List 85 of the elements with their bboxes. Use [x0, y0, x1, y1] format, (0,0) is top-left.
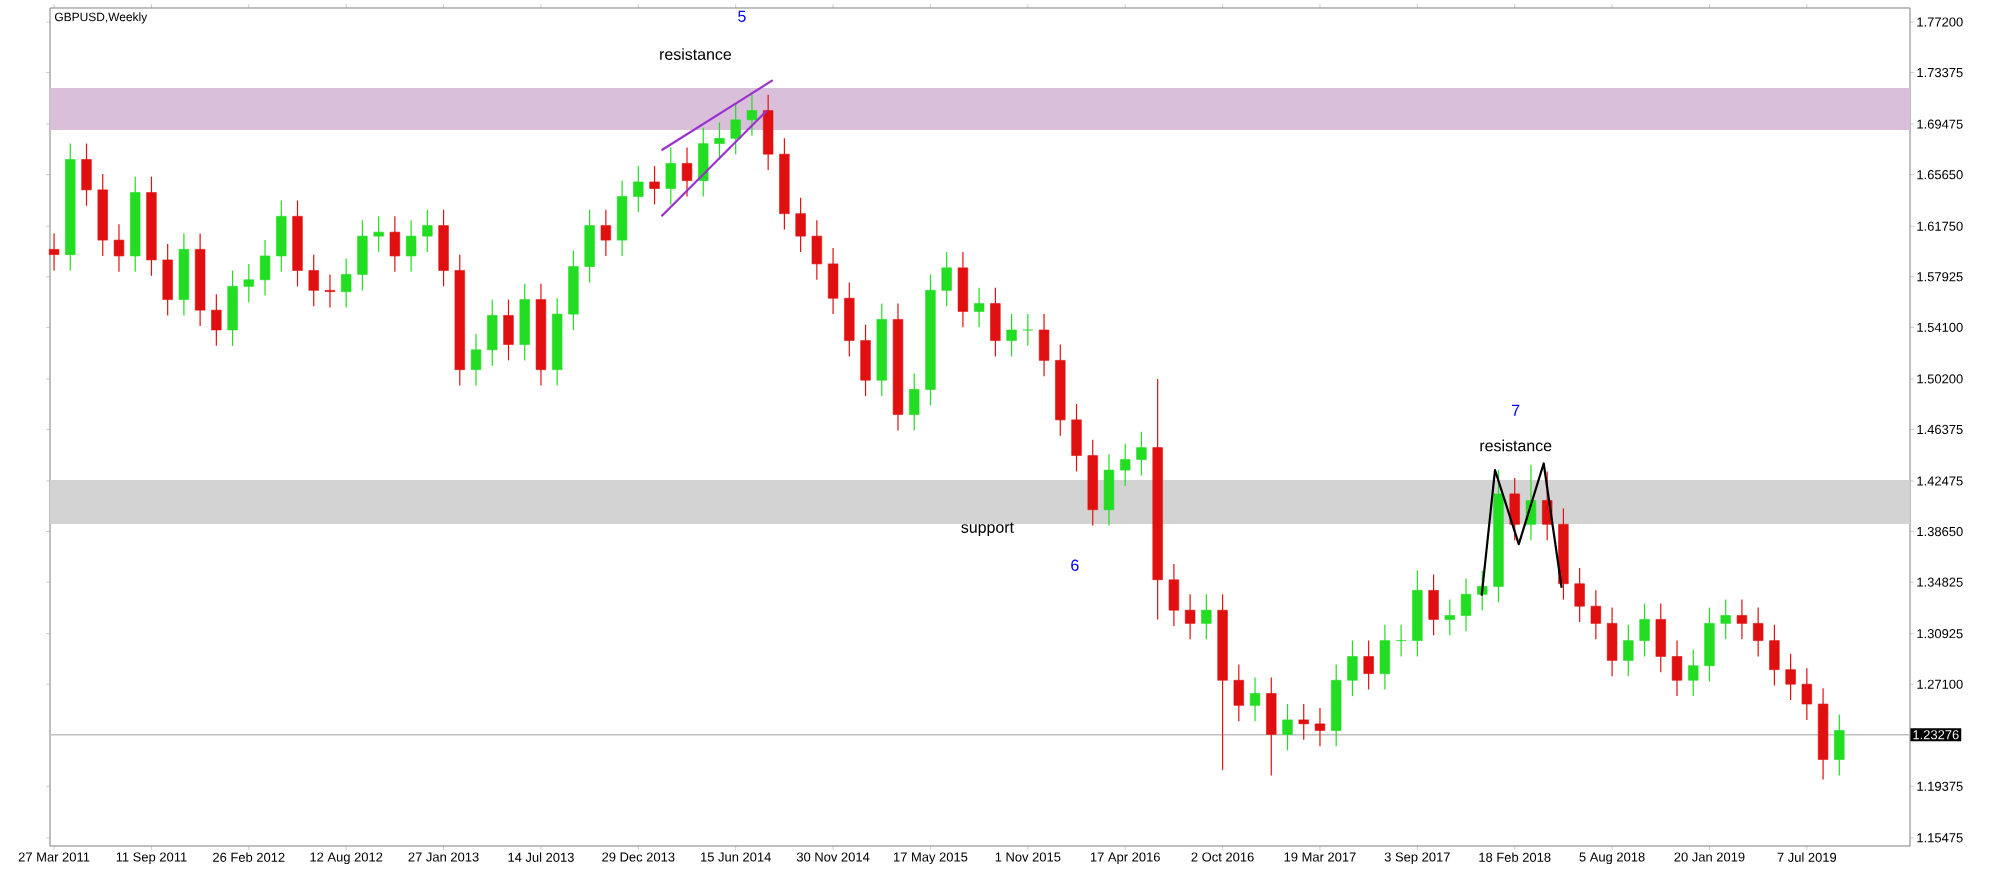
candlestick [762, 94, 774, 171]
candlestick [1509, 477, 1520, 541]
candlestick [1785, 653, 1796, 701]
candlestick [357, 219, 368, 291]
candlestick [973, 287, 985, 328]
candlestick [81, 143, 92, 207]
candlestick [1752, 606, 1764, 658]
candlestick [1298, 703, 1309, 741]
candlestick [1720, 599, 1731, 640]
candlestick [1249, 677, 1261, 722]
candlestick [389, 215, 401, 273]
candlestick [1347, 639, 1358, 697]
candlestick [1282, 703, 1293, 751]
candlestick [957, 251, 969, 328]
candlestick [1460, 577, 1472, 632]
candlestick [243, 263, 254, 303]
candlestick [811, 219, 823, 281]
candlestick [795, 197, 806, 253]
candlestick [227, 269, 238, 347]
candlestick [1736, 599, 1748, 640]
candlestick [1233, 663, 1244, 722]
candlestick [1038, 313, 1050, 377]
candlestick [503, 298, 514, 361]
candlestick [665, 146, 676, 206]
candlestick [600, 209, 612, 257]
candlestick [341, 258, 352, 309]
candlestick [1688, 649, 1699, 697]
candlestick [1590, 589, 1602, 640]
candlestick [1704, 606, 1715, 683]
candlestick [373, 215, 384, 253]
candlestick [1201, 593, 1212, 640]
candlestick [990, 287, 1001, 358]
candlestick [1071, 403, 1082, 473]
candlestick [1834, 714, 1845, 777]
candlestick [1769, 624, 1780, 687]
candlestick [405, 219, 417, 273]
candlestick [470, 333, 482, 387]
candlestick [1363, 639, 1374, 691]
candlestick [1120, 443, 1131, 487]
candlestick [909, 372, 920, 432]
candlestick [1395, 624, 1407, 658]
candlestick [746, 94, 758, 137]
candlestick [730, 103, 741, 155]
candlestick [259, 239, 271, 297]
candlestick [324, 273, 336, 309]
candlestick [162, 243, 173, 317]
candlestick [1655, 602, 1666, 673]
candlestick [698, 127, 709, 198]
candlestick [1136, 431, 1147, 476]
candlestick [860, 324, 871, 397]
candlestick [1168, 563, 1180, 627]
candlestick [844, 281, 855, 358]
candlestick [1428, 573, 1439, 636]
candlestick [422, 209, 433, 253]
candlestick [941, 251, 952, 307]
candlestick [1623, 624, 1634, 677]
candlestick [1379, 624, 1391, 691]
candlestick [1639, 602, 1650, 658]
candlestick [714, 121, 725, 161]
candlestick [276, 199, 287, 273]
candlestick [827, 247, 839, 315]
candlestick [211, 293, 222, 347]
candlestick [1103, 453, 1115, 527]
candlestick [1671, 639, 1683, 697]
candlestick [616, 180, 628, 257]
candlestick [1006, 313, 1017, 358]
candlestick [1444, 599, 1455, 636]
candlestick [1801, 667, 1813, 721]
candlestick [1184, 593, 1196, 640]
candlestick [438, 209, 449, 287]
candlestick [649, 165, 660, 206]
candlestick [568, 250, 579, 331]
candlestick [308, 254, 319, 307]
candlestick [48, 232, 60, 272]
candlestick [633, 165, 644, 213]
candlestick [113, 223, 125, 273]
candlestick [487, 298, 498, 367]
candlestick [519, 283, 530, 361]
candlestick [1606, 606, 1618, 677]
candlestick [1314, 707, 1326, 747]
candlestick [1574, 567, 1585, 623]
candlestick [584, 209, 595, 283]
candlestick [1022, 313, 1033, 347]
candlestick [1266, 677, 1277, 777]
candlestick [681, 146, 693, 198]
